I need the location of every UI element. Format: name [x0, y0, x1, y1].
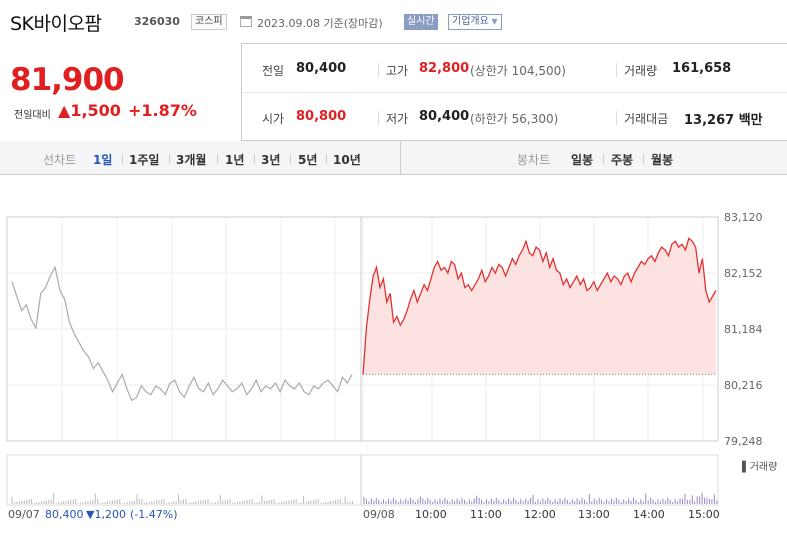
prev-label: 전일	[262, 64, 285, 78]
prev-value: 80,400	[296, 61, 347, 76]
divider	[217, 154, 218, 164]
divider	[616, 63, 617, 77]
time-label: 15:00	[688, 508, 720, 521]
volume-value: 161,658	[672, 61, 732, 76]
stock-code: 326030	[134, 15, 180, 28]
divider	[603, 154, 604, 164]
divider	[378, 63, 379, 77]
divider	[400, 141, 401, 175]
tab-10y[interactable]: 10년	[333, 153, 361, 167]
y-tick-label: 81,184	[724, 323, 763, 336]
today-area	[363, 238, 716, 375]
prev-day-line	[11, 265, 353, 402]
chevron-down-icon: ▼	[488, 17, 498, 26]
realtime-button[interactable]: 실시간	[404, 14, 438, 30]
time-label: 13:00	[578, 508, 610, 521]
amount-value: 13,267 백만	[684, 113, 763, 128]
company-overview-label: 기업개요	[452, 16, 489, 27]
change-value: ▲1,500	[58, 101, 121, 120]
tab-3m[interactable]: 3개월	[176, 153, 207, 167]
divider	[122, 154, 123, 164]
stock-name: SK바이오팜	[10, 13, 102, 35]
y-tick-label: 79,248	[724, 435, 763, 448]
divider	[616, 111, 617, 125]
divider	[326, 154, 327, 164]
volume-frame	[6, 454, 719, 506]
upper-limit: (상한가 104,500)	[470, 64, 566, 78]
high-value: 82,800	[419, 61, 470, 76]
divider	[378, 111, 379, 125]
price-chart[interactable]: 83,120 82,152 81,184 80,216 79,248 ▌거래량 09/07 8…	[0, 200, 787, 540]
time-label: 14:00	[633, 508, 665, 521]
low-value: 80,400	[419, 109, 470, 124]
candle-chart-label: 봉차트	[517, 153, 551, 167]
high-label: 고가	[386, 64, 409, 78]
lower-limit: (하한가 56,300)	[470, 112, 559, 126]
tab-1w[interactable]: 1주일	[129, 153, 160, 167]
low-label: 저가	[386, 112, 409, 126]
market-badge: 코스피	[191, 14, 227, 30]
y-tick-label: 82,152	[724, 267, 763, 280]
volume-label: 거래량	[624, 64, 658, 78]
divider	[290, 154, 291, 164]
y-tick-label: 83,120	[724, 211, 763, 224]
volume-legend: ▌거래량	[741, 460, 777, 473]
calendar-icon	[240, 16, 252, 27]
date-label: 2023.09.08 기준(장마감)	[257, 17, 383, 30]
company-overview-dropdown[interactable]: 기업개요 ▼	[448, 14, 502, 30]
tab-monthly[interactable]: 월봉	[651, 153, 674, 167]
line-chart-label: 선차트	[43, 153, 77, 167]
y-tick-label: 80,216	[724, 379, 763, 392]
prev-close-label: 80,400	[45, 508, 84, 521]
date-label-today: 09/08	[363, 508, 395, 521]
today-line	[362, 237, 717, 375]
open-label: 시가	[262, 112, 285, 126]
change-percent: +1.87%	[128, 101, 197, 120]
change-label: 전일대비	[14, 110, 51, 121]
tab-5y[interactable]: 5년	[298, 153, 318, 167]
date-label-prev: 09/07	[8, 508, 40, 521]
time-label: 12:00	[524, 508, 556, 521]
amount-label: 거래대금	[624, 112, 669, 126]
open-value: 80,800	[296, 109, 347, 124]
divider	[643, 154, 644, 164]
divider	[243, 92, 787, 93]
tab-3y[interactable]: 3년	[261, 153, 281, 167]
chart-tabs	[0, 141, 787, 175]
tab-daily[interactable]: 일봉	[571, 153, 594, 167]
price-panel	[0, 43, 787, 141]
price-summary	[0, 43, 242, 141]
tab-weekly[interactable]: 주봉	[611, 153, 634, 167]
tab-1d[interactable]: 1일	[93, 153, 113, 167]
prev-change-label: ▼1,200	[86, 508, 126, 521]
tab-1y[interactable]: 1년	[225, 153, 245, 167]
time-label: 10:00	[415, 508, 447, 521]
divider	[254, 154, 255, 164]
divider	[169, 154, 170, 164]
up-triangle-icon: ▲	[58, 101, 71, 120]
time-label: 11:00	[470, 508, 502, 521]
current-price: 81,900	[10, 62, 125, 98]
change-amount: 1,500	[70, 101, 121, 120]
prev-change-pct-label: (-1.47%)	[130, 508, 178, 521]
